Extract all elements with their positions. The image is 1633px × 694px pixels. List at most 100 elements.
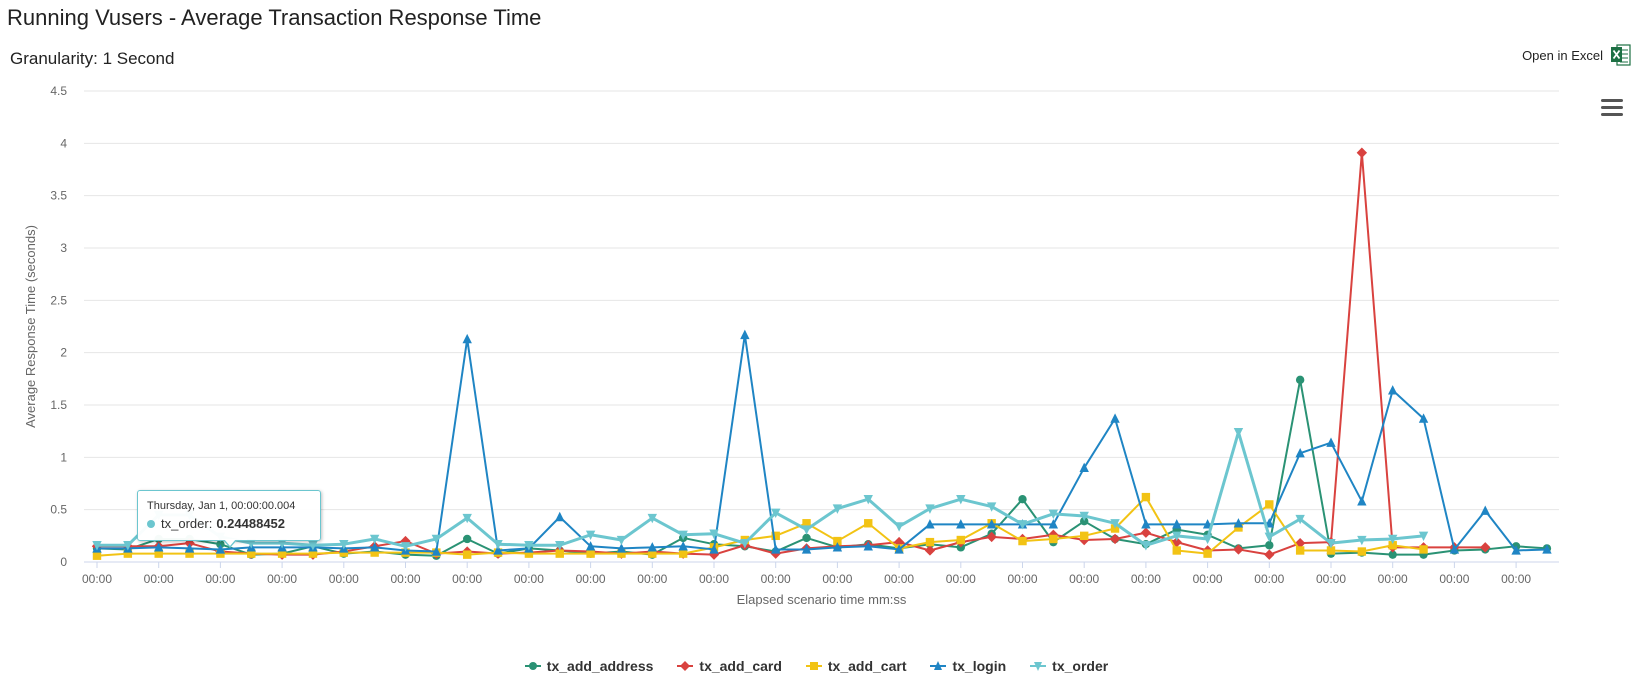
hamburger-menu-icon[interactable] bbox=[1601, 99, 1623, 117]
point-tx-add-cart bbox=[678, 549, 688, 558]
point-tx-add-cart bbox=[154, 549, 163, 558]
x-tick-label: 00:00 bbox=[1254, 572, 1284, 586]
point-tx-order bbox=[832, 504, 843, 514]
point-tx-order bbox=[1295, 514, 1305, 525]
point-tx-login bbox=[709, 544, 719, 554]
open-in-excel-label: Open in Excel bbox=[1522, 47, 1603, 63]
x-tick-label: 00:00 bbox=[822, 572, 852, 586]
point-tx-order bbox=[863, 495, 873, 505]
point-tx-add-cart bbox=[463, 550, 472, 559]
x-tick-label: 00:00 bbox=[1131, 572, 1161, 586]
x-tick-label: 00:00 bbox=[82, 572, 112, 586]
point-tx-add-cart bbox=[92, 551, 102, 560]
point-tx-add-address bbox=[1080, 516, 1089, 526]
point-tx-order bbox=[1079, 511, 1089, 522]
tooltip-series-dot bbox=[147, 519, 155, 528]
point-tx-order bbox=[308, 541, 318, 551]
point-tx-add-cart bbox=[802, 519, 811, 528]
point-tx-order bbox=[1017, 520, 1028, 530]
legend-item-tx-add-card[interactable]: tx_add_card bbox=[677, 658, 782, 674]
point-tx-add-card bbox=[986, 531, 997, 543]
point-tx-login bbox=[215, 544, 226, 554]
x-tick-label: 00:00 bbox=[946, 572, 976, 586]
point-tx-login bbox=[585, 541, 596, 551]
legend-item-tx-order[interactable]: tx_order bbox=[1030, 658, 1108, 674]
point-tx-add-cart bbox=[771, 531, 780, 541]
legend-item-tx-add-address[interactable]: tx_add_address bbox=[524, 658, 653, 674]
chart-legend: tx_add_address tx_add_card tx_add_cart tx_l… bbox=[0, 658, 1633, 674]
point-tx-order bbox=[1357, 535, 1367, 546]
series-line-tx-order bbox=[97, 430, 1424, 548]
point-tx-order bbox=[493, 540, 503, 550]
legend-label-tx-login: tx_login bbox=[952, 658, 1007, 674]
point-tx-add-cart bbox=[1080, 531, 1089, 541]
point-tx-add-cart bbox=[1110, 524, 1120, 533]
point-tx-add-cart bbox=[1203, 549, 1212, 558]
point-tx-order bbox=[801, 525, 812, 535]
point-tx-login bbox=[1295, 447, 1305, 458]
point-tx-login bbox=[647, 542, 657, 552]
point-tx-login bbox=[771, 544, 781, 554]
point-tx-add-cart bbox=[1357, 547, 1367, 556]
point-tx-order bbox=[1141, 541, 1151, 551]
point-tx-add-cart bbox=[277, 549, 287, 558]
x-tick-label: 00:00 bbox=[1378, 572, 1408, 586]
point-tx-order bbox=[1326, 538, 1336, 549]
x-tick-label: 00:00 bbox=[576, 572, 606, 586]
point-tx-add-cart bbox=[1049, 534, 1058, 544]
excel-icon bbox=[1611, 44, 1631, 66]
point-tx-login bbox=[678, 541, 688, 551]
point-tx-login bbox=[1233, 518, 1244, 528]
point-tx-order bbox=[709, 529, 719, 539]
point-tx-add-cart bbox=[247, 549, 256, 558]
series-line-tx-add-cart bbox=[96, 496, 1424, 557]
point-tx-order bbox=[555, 541, 565, 551]
point-tx-login bbox=[894, 544, 904, 554]
point-tx-add-cart bbox=[1172, 546, 1181, 555]
point-tx-login bbox=[863, 541, 873, 551]
y-tick-label: 2.5 bbox=[50, 293, 67, 307]
x-axis-title: Elapsed scenario time mm:ss bbox=[737, 592, 907, 607]
point-tx-login bbox=[616, 543, 627, 553]
point-tx-order bbox=[678, 530, 688, 540]
point-tx-order bbox=[1264, 532, 1274, 543]
point-tx-order bbox=[585, 530, 596, 540]
point-tx-order bbox=[123, 541, 133, 551]
chart-title: Running Vusers - Average Transaction Res… bbox=[7, 5, 542, 30]
legend-item-tx-login[interactable]: tx_login bbox=[930, 658, 1006, 674]
legend-label-tx-order: tx_order bbox=[1052, 658, 1109, 674]
x-tick-label: 00:00 bbox=[144, 572, 174, 586]
line-chart: 0 0.5 1 1.5 2 2.5 3 3.5 4 4.5 00:00 00:00 00:00 00:00… bbox=[23, 84, 1559, 607]
x-tick-label: 00:00 bbox=[699, 572, 729, 586]
legend-item-tx-add-cart[interactable]: tx_add_cart bbox=[805, 658, 906, 674]
point-tx-order bbox=[369, 534, 380, 545]
point-tx-add-address bbox=[802, 533, 811, 543]
x-tick-label: 00:00 bbox=[452, 572, 482, 586]
point-tx-add-cart bbox=[586, 549, 595, 558]
point-tx-add-cart bbox=[1295, 546, 1305, 555]
open-in-excel-button[interactable]: Open in Excel bbox=[1522, 44, 1631, 66]
point-tx-order bbox=[616, 535, 627, 546]
x-tick-label: 00:00 bbox=[637, 572, 667, 586]
point-tx-add-card bbox=[1356, 147, 1368, 158]
tooltip-value: 0.24488452 bbox=[216, 516, 286, 531]
point-tx-order bbox=[277, 538, 287, 549]
x-tick-label: 00:00 bbox=[390, 572, 420, 586]
point-tx-login bbox=[1449, 544, 1460, 554]
y-tick-label: 1 bbox=[60, 450, 67, 464]
y-tick-label: 4.5 bbox=[50, 84, 67, 98]
point-tx-login bbox=[801, 544, 812, 554]
point-tx-login bbox=[431, 546, 442, 556]
point-tx-add-cart bbox=[370, 548, 379, 557]
point-tx-add-cart bbox=[956, 535, 965, 545]
point-tx-login bbox=[1048, 519, 1059, 529]
point-tx-login bbox=[184, 543, 195, 553]
tooltip-separator: : bbox=[208, 516, 213, 531]
x-tick-label: 00:00 bbox=[205, 572, 235, 586]
tooltip-header: Thursday, Jan 1, 00:00:00.004 bbox=[147, 500, 296, 512]
point-tx-order bbox=[1202, 534, 1213, 545]
point-tx-order bbox=[1418, 531, 1429, 542]
point-tx-order bbox=[92, 541, 102, 551]
legend-symbol-tx-add-card bbox=[677, 661, 694, 671]
point-tx-add-cart bbox=[1141, 492, 1151, 502]
